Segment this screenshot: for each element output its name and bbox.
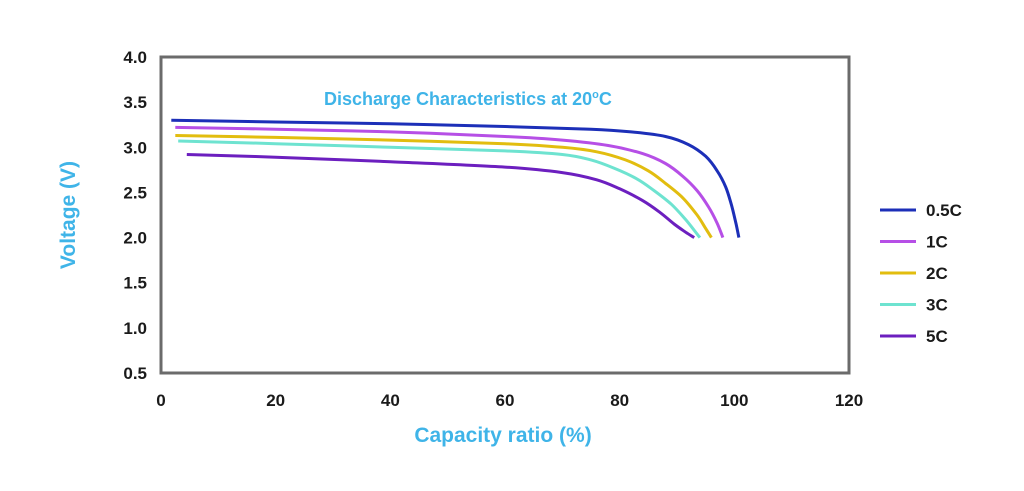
- x-tick-label: 60: [496, 391, 515, 410]
- y-tick-label: 1.5: [123, 274, 147, 293]
- y-tick-label: 1.0: [123, 319, 147, 338]
- series-line-1c: [175, 125, 725, 239]
- series-lines: [171, 118, 741, 239]
- series-line-3c: [178, 139, 702, 239]
- series-line-5c: [186, 153, 696, 239]
- x-tick-label: 120: [835, 391, 863, 410]
- legend-label: 5C: [926, 327, 948, 346]
- y-tick-label: 3.5: [123, 93, 147, 112]
- x-tick-label: 100: [720, 391, 748, 410]
- chart-title-text: Discharge Characteristics at 20: [324, 89, 592, 109]
- x-tick-label: 20: [266, 391, 285, 410]
- legend-label: 1C: [926, 233, 948, 252]
- y-tick-label: 3.0: [123, 138, 147, 157]
- plot-frame: [159, 55, 851, 375]
- series-line-2c: [175, 134, 713, 239]
- y-tick-label: 0.5: [123, 364, 147, 383]
- legend-label: 3C: [926, 296, 948, 315]
- chart-title-degree: o: [592, 89, 599, 101]
- x-tick-labels: 0 20 40 60 80 100 120: [156, 391, 863, 410]
- legend-label: 2C: [926, 264, 948, 283]
- y-axis-label: Voltage (V): [57, 161, 80, 269]
- chart-title: Discharge Characteristics at 20oC: [324, 89, 612, 109]
- y-tick-label: 2.0: [123, 229, 147, 248]
- x-tick-label: 80: [610, 391, 629, 410]
- y-tick-label: 4.0: [123, 48, 147, 67]
- legend: 0.5C 1C 2C 3C 5C: [880, 201, 962, 346]
- y-tick-labels: 4.0 3.5 3.0 2.5 2.0 1.5 1.0 0.5: [123, 48, 147, 383]
- series-line-0-5c: [171, 118, 741, 238]
- x-axis-label: Capacity ratio (%): [414, 424, 591, 447]
- x-tick-label: 0: [156, 391, 165, 410]
- y-tick-label: 2.5: [123, 183, 147, 202]
- chart-title-unit: C: [599, 89, 612, 109]
- legend-label: 0.5C: [926, 201, 962, 220]
- x-tick-label: 40: [381, 391, 400, 410]
